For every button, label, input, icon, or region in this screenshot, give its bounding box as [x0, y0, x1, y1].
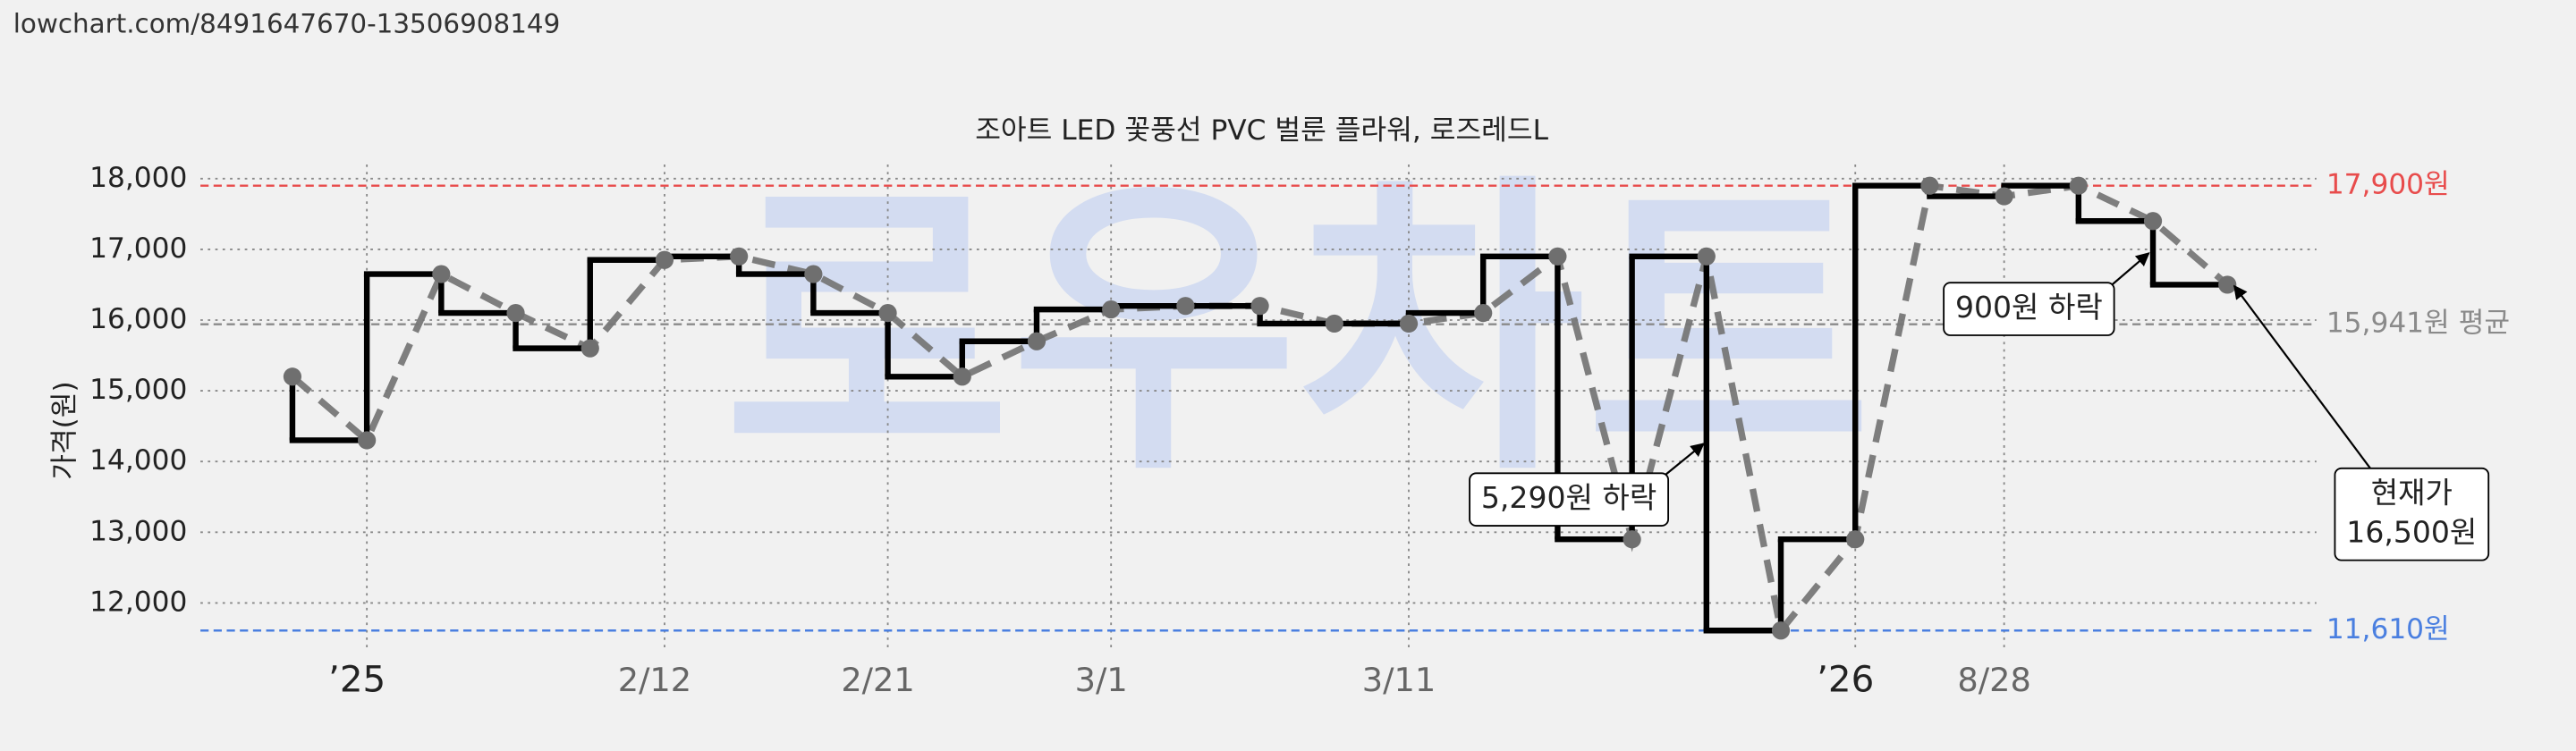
point — [2218, 275, 2237, 294]
point — [1102, 300, 1121, 319]
y-tick-label: 14,000 — [89, 444, 187, 477]
annotation-text: 현재가 — [2371, 476, 2453, 511]
y-tick-label: 18,000 — [89, 162, 187, 194]
point — [1027, 332, 1046, 350]
point — [1846, 530, 1865, 549]
point — [804, 265, 823, 283]
point — [1623, 530, 1641, 549]
point — [655, 250, 674, 269]
annotation-text: 16,500원 — [2346, 515, 2477, 550]
point — [878, 303, 897, 323]
annotation-text: 5,290원 하락 — [1481, 480, 1657, 515]
point — [2143, 212, 2163, 231]
point — [1995, 187, 2013, 206]
y-axis-label: 가격(원) — [48, 381, 80, 480]
point — [432, 265, 451, 283]
y-tick-label: 13,000 — [89, 515, 187, 547]
point — [283, 367, 302, 386]
y-tick-label: 15,000 — [89, 374, 187, 406]
point — [358, 431, 377, 450]
source-url: lowchart.com/8491647670-13506908149 — [13, 8, 561, 38]
point — [953, 367, 971, 386]
point — [2069, 176, 2088, 195]
x-tick-label: ’26 — [1817, 658, 1874, 701]
annotation-text: 900원 하락 — [1955, 290, 2103, 325]
point — [1325, 314, 1343, 333]
annotation-arrow — [1658, 443, 1705, 481]
point — [1697, 247, 1716, 266]
y-tick-label: 17,000 — [89, 232, 187, 265]
reference-label: 15,941원 평균 — [2326, 308, 2510, 340]
reference-label: 17,900원 — [2326, 169, 2450, 201]
point — [1920, 176, 1939, 195]
point — [730, 247, 749, 266]
x-tick-label: 3/11 — [1362, 661, 1436, 699]
annotation-box — [1469, 472, 1670, 527]
x-tick-label: 8/28 — [1957, 661, 2030, 699]
x-tick-label: 2/12 — [618, 661, 691, 699]
annotation-box — [1943, 282, 2115, 336]
point — [1250, 297, 1269, 316]
y-tick-label: 12,000 — [89, 586, 187, 618]
point — [1548, 247, 1567, 266]
point — [1771, 621, 1791, 640]
point — [506, 303, 525, 323]
x-tick-label: ’25 — [328, 658, 386, 701]
point — [1474, 303, 1493, 323]
annotation-arrow — [2233, 284, 2375, 474]
x-tick-label: 2/21 — [841, 661, 914, 699]
reference-label: 11,610원 — [2326, 613, 2450, 646]
chart-title: 조아트 LED 꽃풍선 PVC 벌룬 플라워, 로즈레드L — [975, 114, 1548, 147]
x-tick-label: 3/1 — [1075, 661, 1128, 699]
y-tick-label: 16,000 — [89, 303, 187, 335]
watermark: 로우차트 — [724, 150, 1872, 513]
annotation-box — [2334, 467, 2490, 561]
point — [1176, 297, 1195, 316]
point — [580, 339, 599, 358]
point — [1399, 314, 1419, 333]
